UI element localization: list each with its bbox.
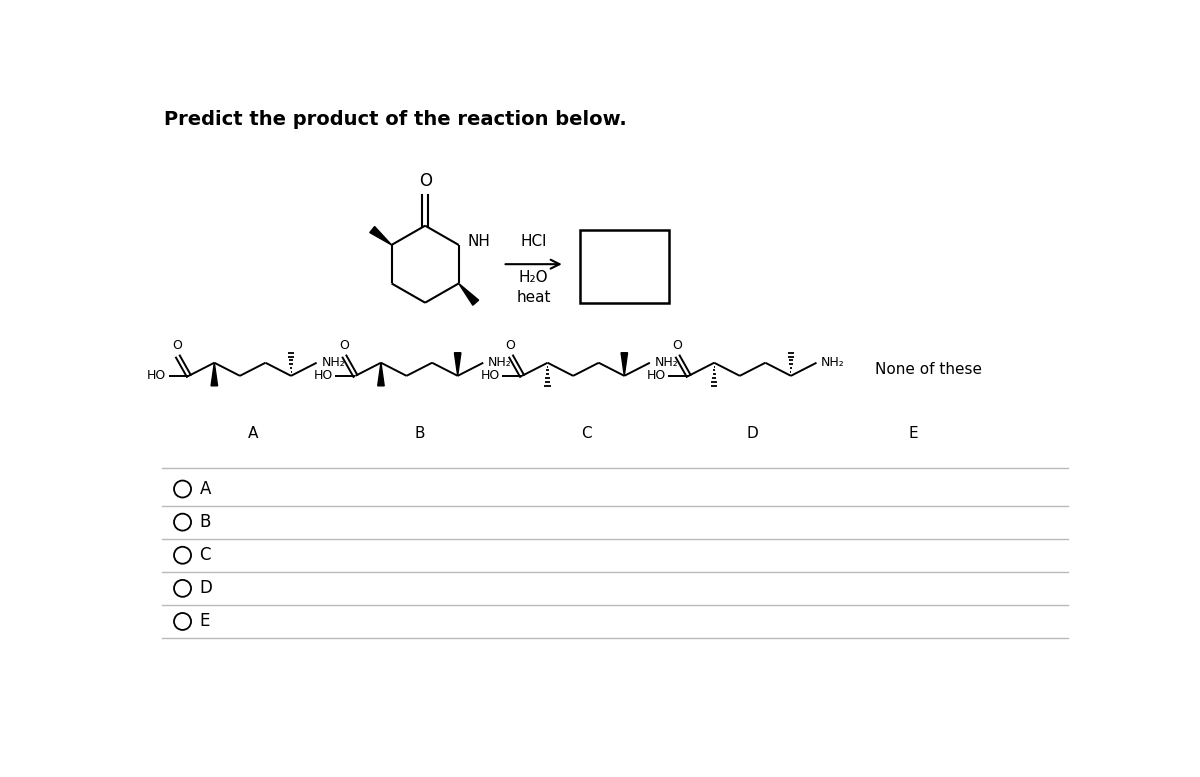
Text: HO: HO	[313, 369, 332, 382]
Text: heat: heat	[516, 290, 551, 305]
Text: E: E	[908, 426, 918, 441]
Polygon shape	[378, 363, 384, 386]
Text: NH: NH	[468, 235, 491, 249]
Text: B: B	[199, 513, 211, 531]
Text: O: O	[172, 339, 182, 352]
Text: A: A	[247, 426, 258, 441]
Text: Predict the product of the reaction below.: Predict the product of the reaction belo…	[164, 110, 626, 129]
Text: B: B	[414, 426, 425, 441]
Text: O: O	[419, 172, 432, 190]
Text: C: C	[581, 426, 592, 441]
Text: HO: HO	[647, 369, 666, 382]
Text: HO: HO	[148, 369, 167, 382]
Text: NH₂: NH₂	[654, 356, 678, 369]
Text: NH₂: NH₂	[821, 356, 845, 369]
Text: O: O	[505, 339, 515, 352]
Text: H₂O: H₂O	[518, 270, 548, 285]
Text: HCl: HCl	[521, 234, 547, 249]
Text: E: E	[199, 612, 210, 630]
Text: NH₂: NH₂	[322, 356, 346, 369]
Text: D: D	[199, 580, 212, 598]
Text: C: C	[199, 546, 211, 564]
Text: O: O	[672, 339, 682, 352]
Bar	[580, 229, 670, 303]
Polygon shape	[458, 284, 479, 305]
Text: O: O	[338, 339, 349, 352]
Polygon shape	[370, 227, 391, 245]
Text: NH₂: NH₂	[488, 356, 511, 369]
Text: None of these: None of these	[875, 362, 982, 377]
Polygon shape	[455, 353, 461, 376]
Text: D: D	[746, 426, 758, 441]
Text: HO: HO	[480, 369, 499, 382]
Text: A: A	[199, 480, 211, 498]
Polygon shape	[622, 353, 628, 376]
Polygon shape	[211, 363, 217, 386]
